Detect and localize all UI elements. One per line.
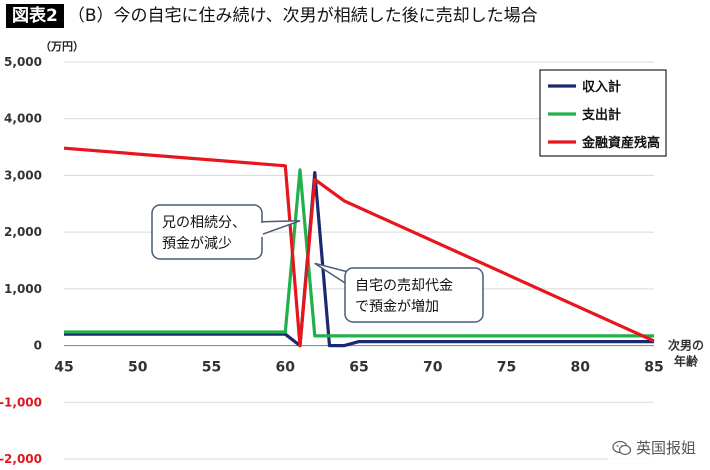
x-tick-label: 60 [276, 360, 296, 376]
y-tick-label: 0 [34, 339, 42, 353]
series-line-1 [64, 171, 654, 348]
x-tick-label: 50 [128, 360, 148, 376]
y-tick-label: -2,000 [0, 452, 42, 466]
legend-label-3: 金融資産残高 [581, 135, 660, 151]
figure-header: 図表2 （B）今の自宅に住み続け、次男が相続した後に売却した場合 [6, 4, 538, 28]
chart-title: （B）今の自宅に住み続け、次男が相続した後に売却した場合 [67, 6, 538, 26]
y-tick-label: 3,000 [4, 168, 42, 182]
watermark: 英国报姐 [607, 435, 700, 460]
x-tick-label: 65 [349, 360, 368, 376]
x-tick-label: 70 [423, 360, 443, 376]
x-axis-label: 次男の年齢 [668, 338, 704, 369]
y-axis-label: （万円） [40, 40, 84, 53]
figure-label: 図表2 [6, 4, 64, 28]
legend-label-2: 支出計 [581, 107, 621, 123]
x-tick-label: 55 [202, 360, 221, 376]
y-tick-label: 1,000 [4, 282, 42, 296]
y-tick-label: -1,000 [0, 395, 42, 409]
annotation-box [344, 267, 484, 323]
series-line-3 [63, 146, 655, 348]
annotation-text: 自宅の売却代金で預金が増加 [355, 278, 453, 315]
x-tick-label: 45 [54, 360, 73, 376]
x-tick-label: 85 [644, 360, 663, 376]
wechat-icon [612, 440, 632, 455]
annotation-seam [259, 223, 263, 237]
watermark-text: 英国报姐 [635, 439, 696, 457]
annotation-text: 兄の相続分、預金が減少 [162, 214, 246, 252]
series-line-2 [64, 168, 654, 338]
legend-label-1: 収入計 [582, 79, 621, 95]
y-tick-label: 2,000 [4, 225, 42, 239]
annotation-seam [346, 275, 350, 289]
x-tick-label: 75 [497, 360, 516, 376]
x-tick-label: 80 [571, 360, 591, 376]
y-tick-label: 4,000 [4, 112, 42, 126]
y-tick-label: 5,000 [4, 55, 42, 69]
